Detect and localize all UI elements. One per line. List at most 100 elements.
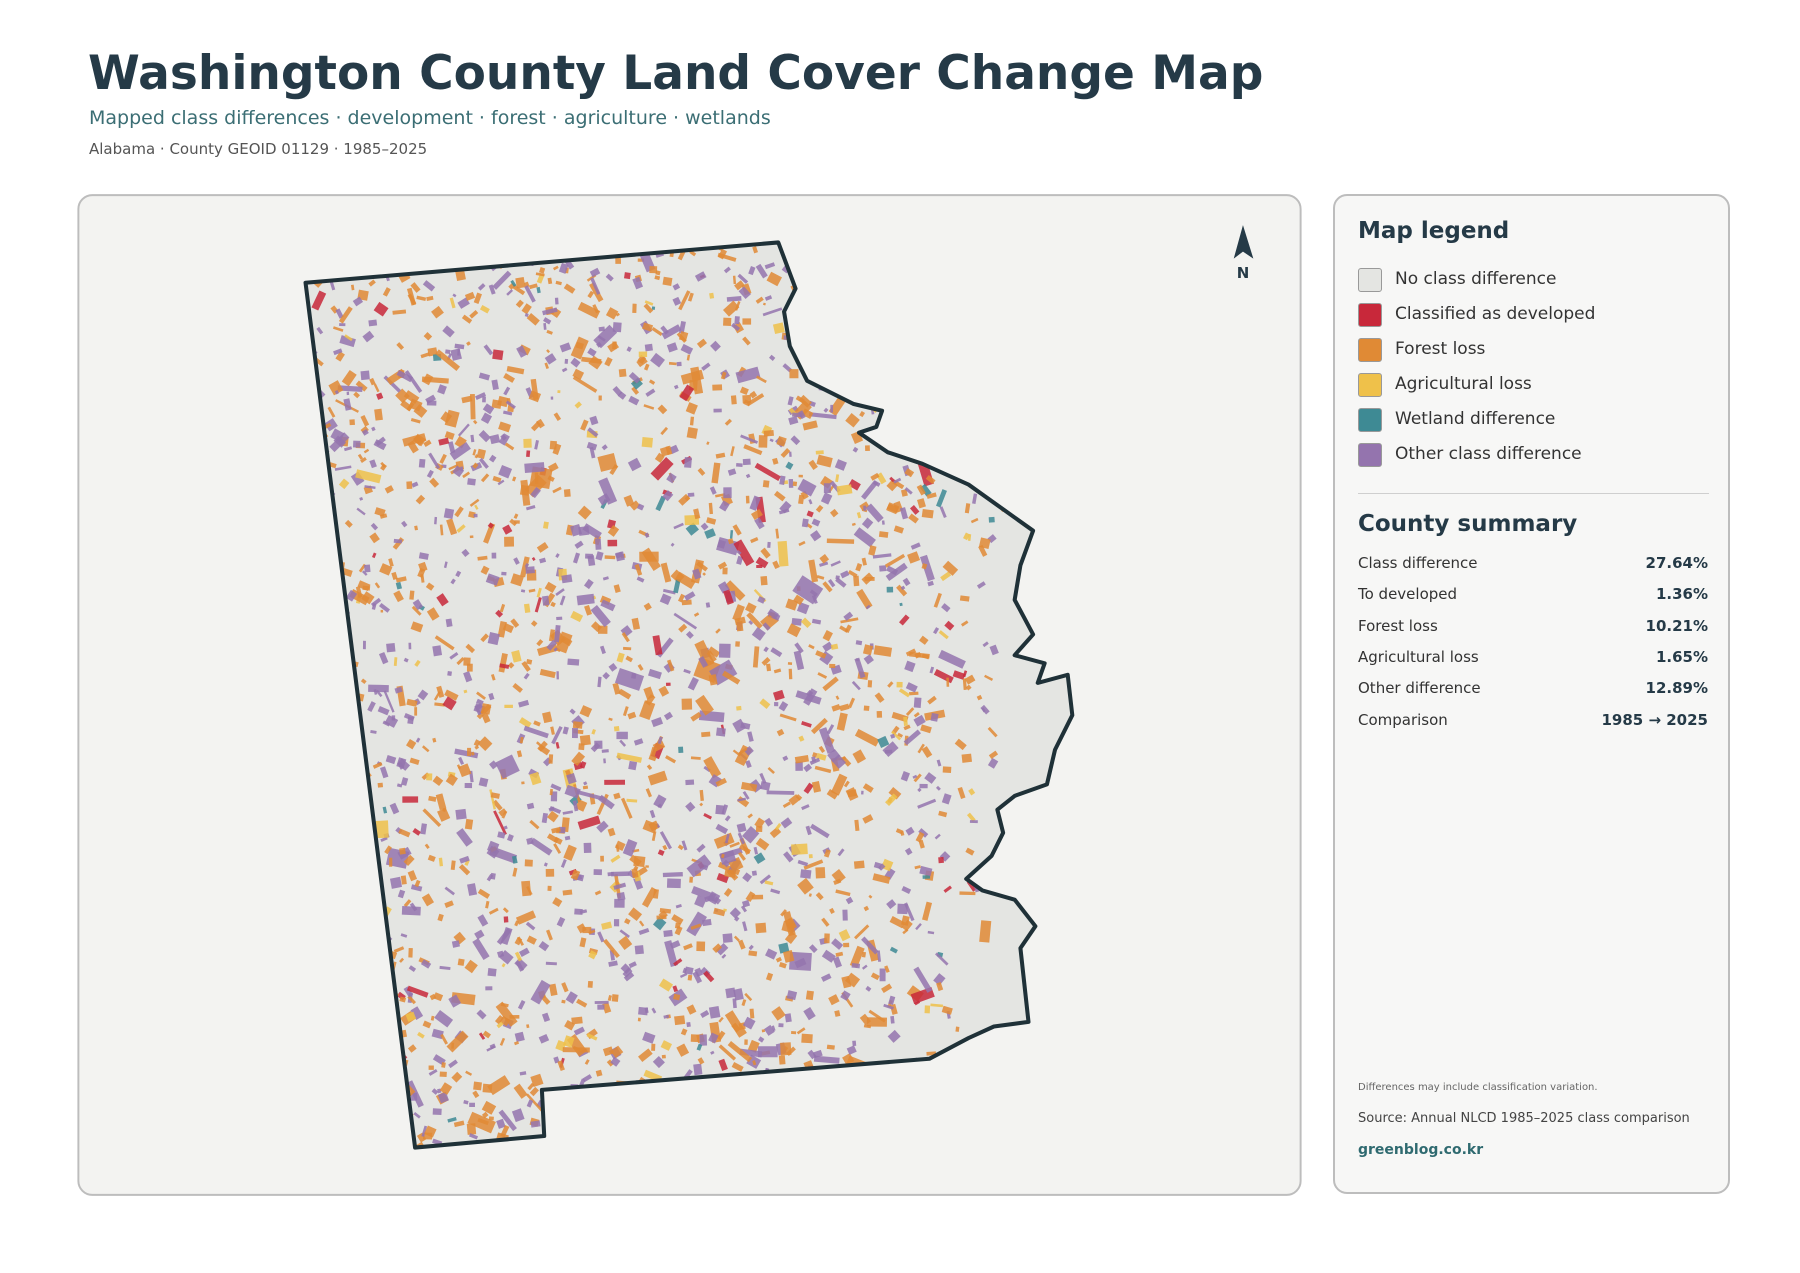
change-patch [764, 262, 776, 270]
change-patch [826, 1044, 835, 1050]
change-patch [445, 618, 453, 628]
change-patch [660, 426, 669, 436]
change-patch [476, 698, 484, 706]
change-patch [874, 692, 885, 703]
change-patch [969, 820, 978, 824]
change-patch [562, 726, 569, 735]
change-patch [448, 441, 456, 454]
change-patch [796, 1027, 806, 1035]
change-patch [643, 602, 652, 611]
change-patch [736, 462, 743, 468]
change-patch [379, 513, 388, 519]
change-patch [848, 697, 856, 709]
change-patch [729, 907, 742, 919]
change-patch [652, 635, 663, 656]
change-patch [775, 528, 780, 539]
change-patch [633, 738, 644, 746]
change-patch [831, 869, 846, 884]
change-patch [468, 1133, 479, 1140]
site-link[interactable]: greenblog.co.kr [1358, 1142, 1484, 1158]
change-patch [791, 1030, 797, 1035]
change-patch [717, 539, 726, 549]
change-patch [651, 1043, 656, 1051]
summary-value: 1985 → 2025 [1601, 710, 1708, 729]
change-patch [579, 1078, 586, 1087]
change-patch [469, 309, 479, 319]
change-patch [737, 797, 747, 802]
change-patch [439, 453, 447, 464]
change-patch [411, 481, 419, 488]
change-patch [355, 469, 382, 484]
change-patch [456, 657, 465, 666]
change-patch [904, 468, 915, 478]
change-patch [388, 558, 394, 567]
summary-value: 1.36% [1655, 585, 1708, 604]
change-patch [866, 1017, 888, 1027]
change-patch [426, 469, 434, 479]
change-patch [862, 644, 874, 656]
change-patch [398, 828, 411, 838]
change-patch [884, 965, 890, 973]
change-patch [749, 390, 758, 399]
change-patch [610, 1056, 621, 1067]
change-patch [913, 714, 926, 727]
change-patch [543, 323, 547, 330]
change-patch [486, 873, 494, 882]
change-patch [631, 672, 637, 679]
change-patch [503, 916, 509, 923]
change-patch [406, 481, 413, 490]
change-patch [543, 862, 548, 867]
change-patch [654, 275, 661, 281]
change-patch [964, 503, 971, 514]
change-patch [523, 438, 532, 448]
change-patch [455, 570, 462, 578]
change-patch [656, 915, 667, 920]
change-patch [742, 1016, 756, 1030]
change-patch [487, 968, 497, 977]
change-patch [870, 972, 880, 981]
change-patch [697, 467, 706, 476]
change-patch [531, 557, 536, 561]
change-patch [415, 494, 426, 505]
change-patch [724, 580, 746, 601]
change-patch [829, 508, 839, 518]
change-patch [661, 324, 682, 340]
change-patch [727, 468, 737, 476]
change-patch [803, 859, 824, 870]
change-patch [829, 907, 835, 915]
change-patch [437, 384, 447, 395]
change-patch [579, 734, 591, 746]
change-patch [421, 745, 430, 753]
change-patch [853, 575, 860, 587]
change-patch [489, 789, 496, 810]
change-patch [935, 952, 949, 966]
change-patch [644, 532, 650, 538]
change-patch [552, 486, 562, 494]
change-patch [587, 980, 593, 988]
change-patch [879, 968, 886, 982]
change-patch [826, 538, 855, 544]
change-patch [597, 625, 608, 634]
change-patch [722, 670, 741, 685]
change-patch [778, 942, 790, 954]
change-patch [497, 621, 507, 638]
change-patch [542, 711, 553, 724]
change-patch [408, 947, 413, 958]
change-patch [646, 764, 653, 770]
change-patch [612, 322, 622, 333]
change-patch [831, 938, 844, 950]
change-patch [586, 441, 598, 451]
change-patch [346, 391, 350, 396]
change-patch [499, 1037, 506, 1046]
change-patch [477, 736, 493, 751]
change-patch [693, 612, 700, 617]
change-patch [426, 607, 440, 621]
change-patch [497, 479, 505, 486]
change-patch [801, 1033, 813, 1044]
change-patch [854, 728, 880, 747]
change-patch [507, 662, 515, 669]
change-patch [472, 1090, 480, 1099]
change-patch [362, 640, 366, 650]
change-patch [636, 503, 645, 511]
